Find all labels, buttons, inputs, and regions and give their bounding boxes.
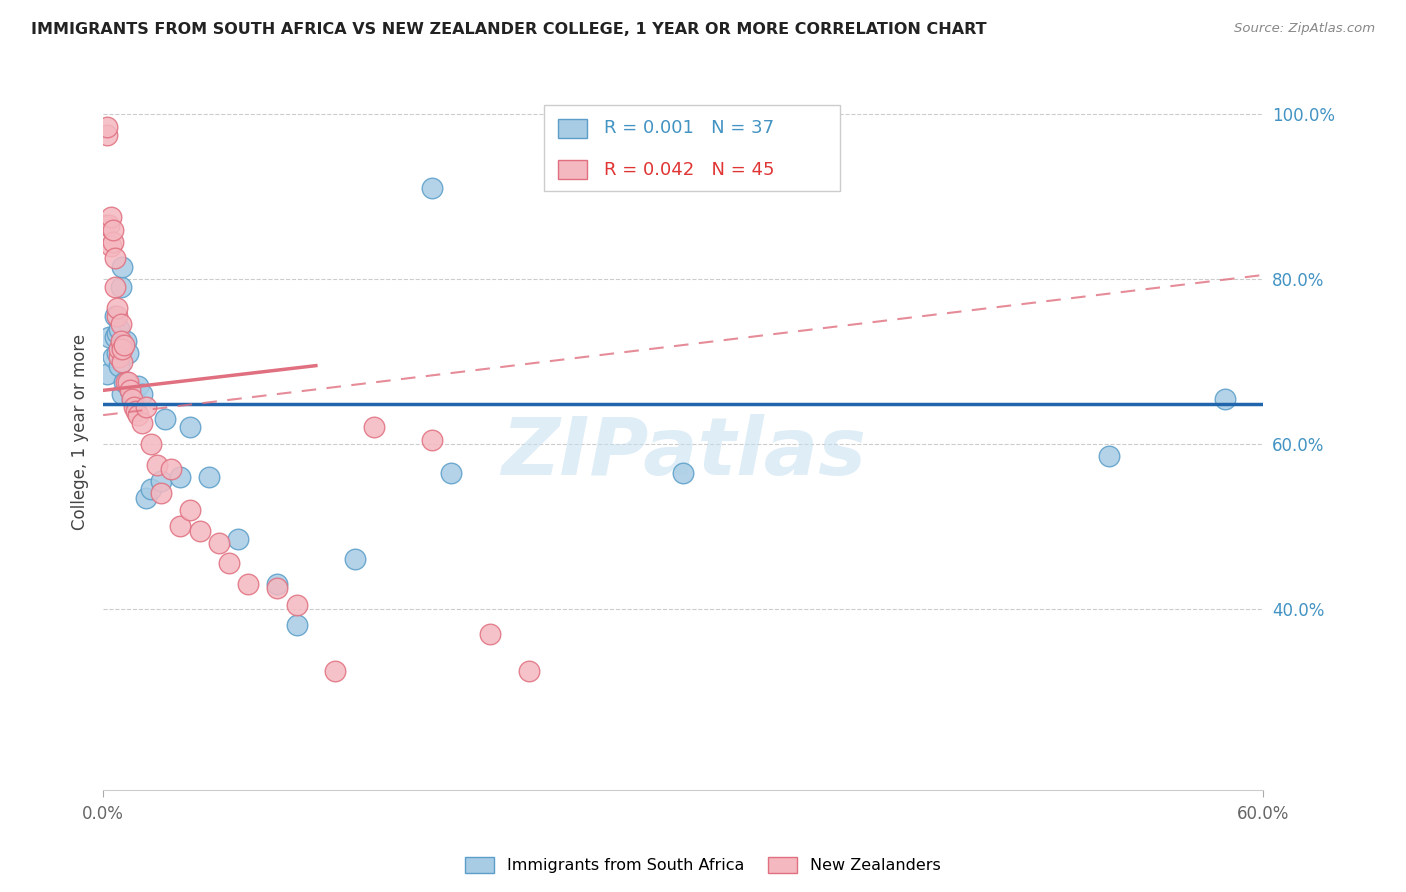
Point <box>105 346 128 360</box>
Point <box>440 466 463 480</box>
Point <box>105 309 128 323</box>
Point <box>420 433 443 447</box>
Text: R = 0.042   N = 45: R = 0.042 N = 45 <box>605 161 775 178</box>
Point <box>107 359 129 373</box>
Point <box>121 392 143 406</box>
Point <box>146 458 169 472</box>
Point <box>141 437 163 451</box>
Point <box>343 552 366 566</box>
Point <box>111 354 134 368</box>
Point <box>110 334 132 348</box>
Point <box>131 387 153 401</box>
Text: IMMIGRANTS FROM SOUTH AFRICA VS NEW ZEALANDER COLLEGE, 1 YEAR OR MORE CORRELATIO: IMMIGRANTS FROM SOUTH AFRICA VS NEW ZEAL… <box>31 22 987 37</box>
Y-axis label: College, 1 year or more: College, 1 year or more <box>72 334 89 530</box>
Point <box>125 404 148 418</box>
Point <box>285 598 308 612</box>
Point <box>112 338 135 352</box>
Point <box>94 219 117 233</box>
Point <box>135 400 157 414</box>
Point <box>111 260 134 274</box>
Point <box>111 387 134 401</box>
Point <box>96 128 118 142</box>
Point <box>150 486 173 500</box>
Point <box>266 577 288 591</box>
Point <box>97 219 120 233</box>
Point <box>238 577 260 591</box>
Point <box>107 342 129 356</box>
Point <box>107 351 129 365</box>
Point <box>517 664 540 678</box>
Point <box>96 367 118 381</box>
Point <box>101 235 124 249</box>
Point <box>131 417 153 431</box>
Point <box>107 321 129 335</box>
Point <box>478 626 501 640</box>
Point <box>1213 392 1236 406</box>
Point <box>96 120 118 134</box>
Point <box>122 400 145 414</box>
Point <box>121 392 143 406</box>
Point <box>112 375 135 389</box>
Text: Source: ZipAtlas.com: Source: ZipAtlas.com <box>1234 22 1375 36</box>
Point <box>188 524 211 538</box>
Point <box>111 342 134 356</box>
FancyBboxPatch shape <box>558 161 586 179</box>
Point <box>127 379 149 393</box>
Point <box>179 420 201 434</box>
Point <box>420 181 443 195</box>
Point <box>159 461 181 475</box>
Point <box>104 309 127 323</box>
Point <box>153 412 176 426</box>
Point <box>1098 450 1121 464</box>
Point <box>198 470 221 484</box>
Point <box>105 326 128 340</box>
Point <box>228 532 250 546</box>
Point <box>150 474 173 488</box>
Point <box>104 330 127 344</box>
Point <box>363 420 385 434</box>
Point <box>266 581 288 595</box>
Point <box>120 384 142 398</box>
Text: ZIPatlas: ZIPatlas <box>501 414 866 492</box>
Text: R = 0.001   N = 37: R = 0.001 N = 37 <box>605 120 775 137</box>
Point <box>100 239 122 253</box>
Point <box>169 470 191 484</box>
Point <box>672 466 695 480</box>
Point <box>285 618 308 632</box>
Point <box>110 280 132 294</box>
Point <box>101 351 124 365</box>
Point <box>120 384 142 398</box>
Point <box>97 330 120 344</box>
Point <box>104 280 127 294</box>
Point <box>323 664 346 678</box>
Point <box>101 222 124 236</box>
Point <box>115 334 138 348</box>
Point <box>100 211 122 225</box>
Point <box>218 557 240 571</box>
Point <box>135 491 157 505</box>
Point <box>110 338 132 352</box>
Point <box>169 519 191 533</box>
FancyBboxPatch shape <box>544 105 839 191</box>
Point <box>115 375 138 389</box>
Point <box>141 483 163 497</box>
Legend: Immigrants from South Africa, New Zealanders: Immigrants from South Africa, New Zealan… <box>458 850 948 880</box>
Point <box>179 503 201 517</box>
Point <box>117 375 139 389</box>
Point <box>104 252 127 266</box>
FancyBboxPatch shape <box>558 119 586 137</box>
Point <box>122 392 145 406</box>
Point <box>127 408 149 422</box>
Point <box>117 346 139 360</box>
Point <box>208 536 231 550</box>
Point <box>110 318 132 332</box>
Point <box>105 301 128 315</box>
